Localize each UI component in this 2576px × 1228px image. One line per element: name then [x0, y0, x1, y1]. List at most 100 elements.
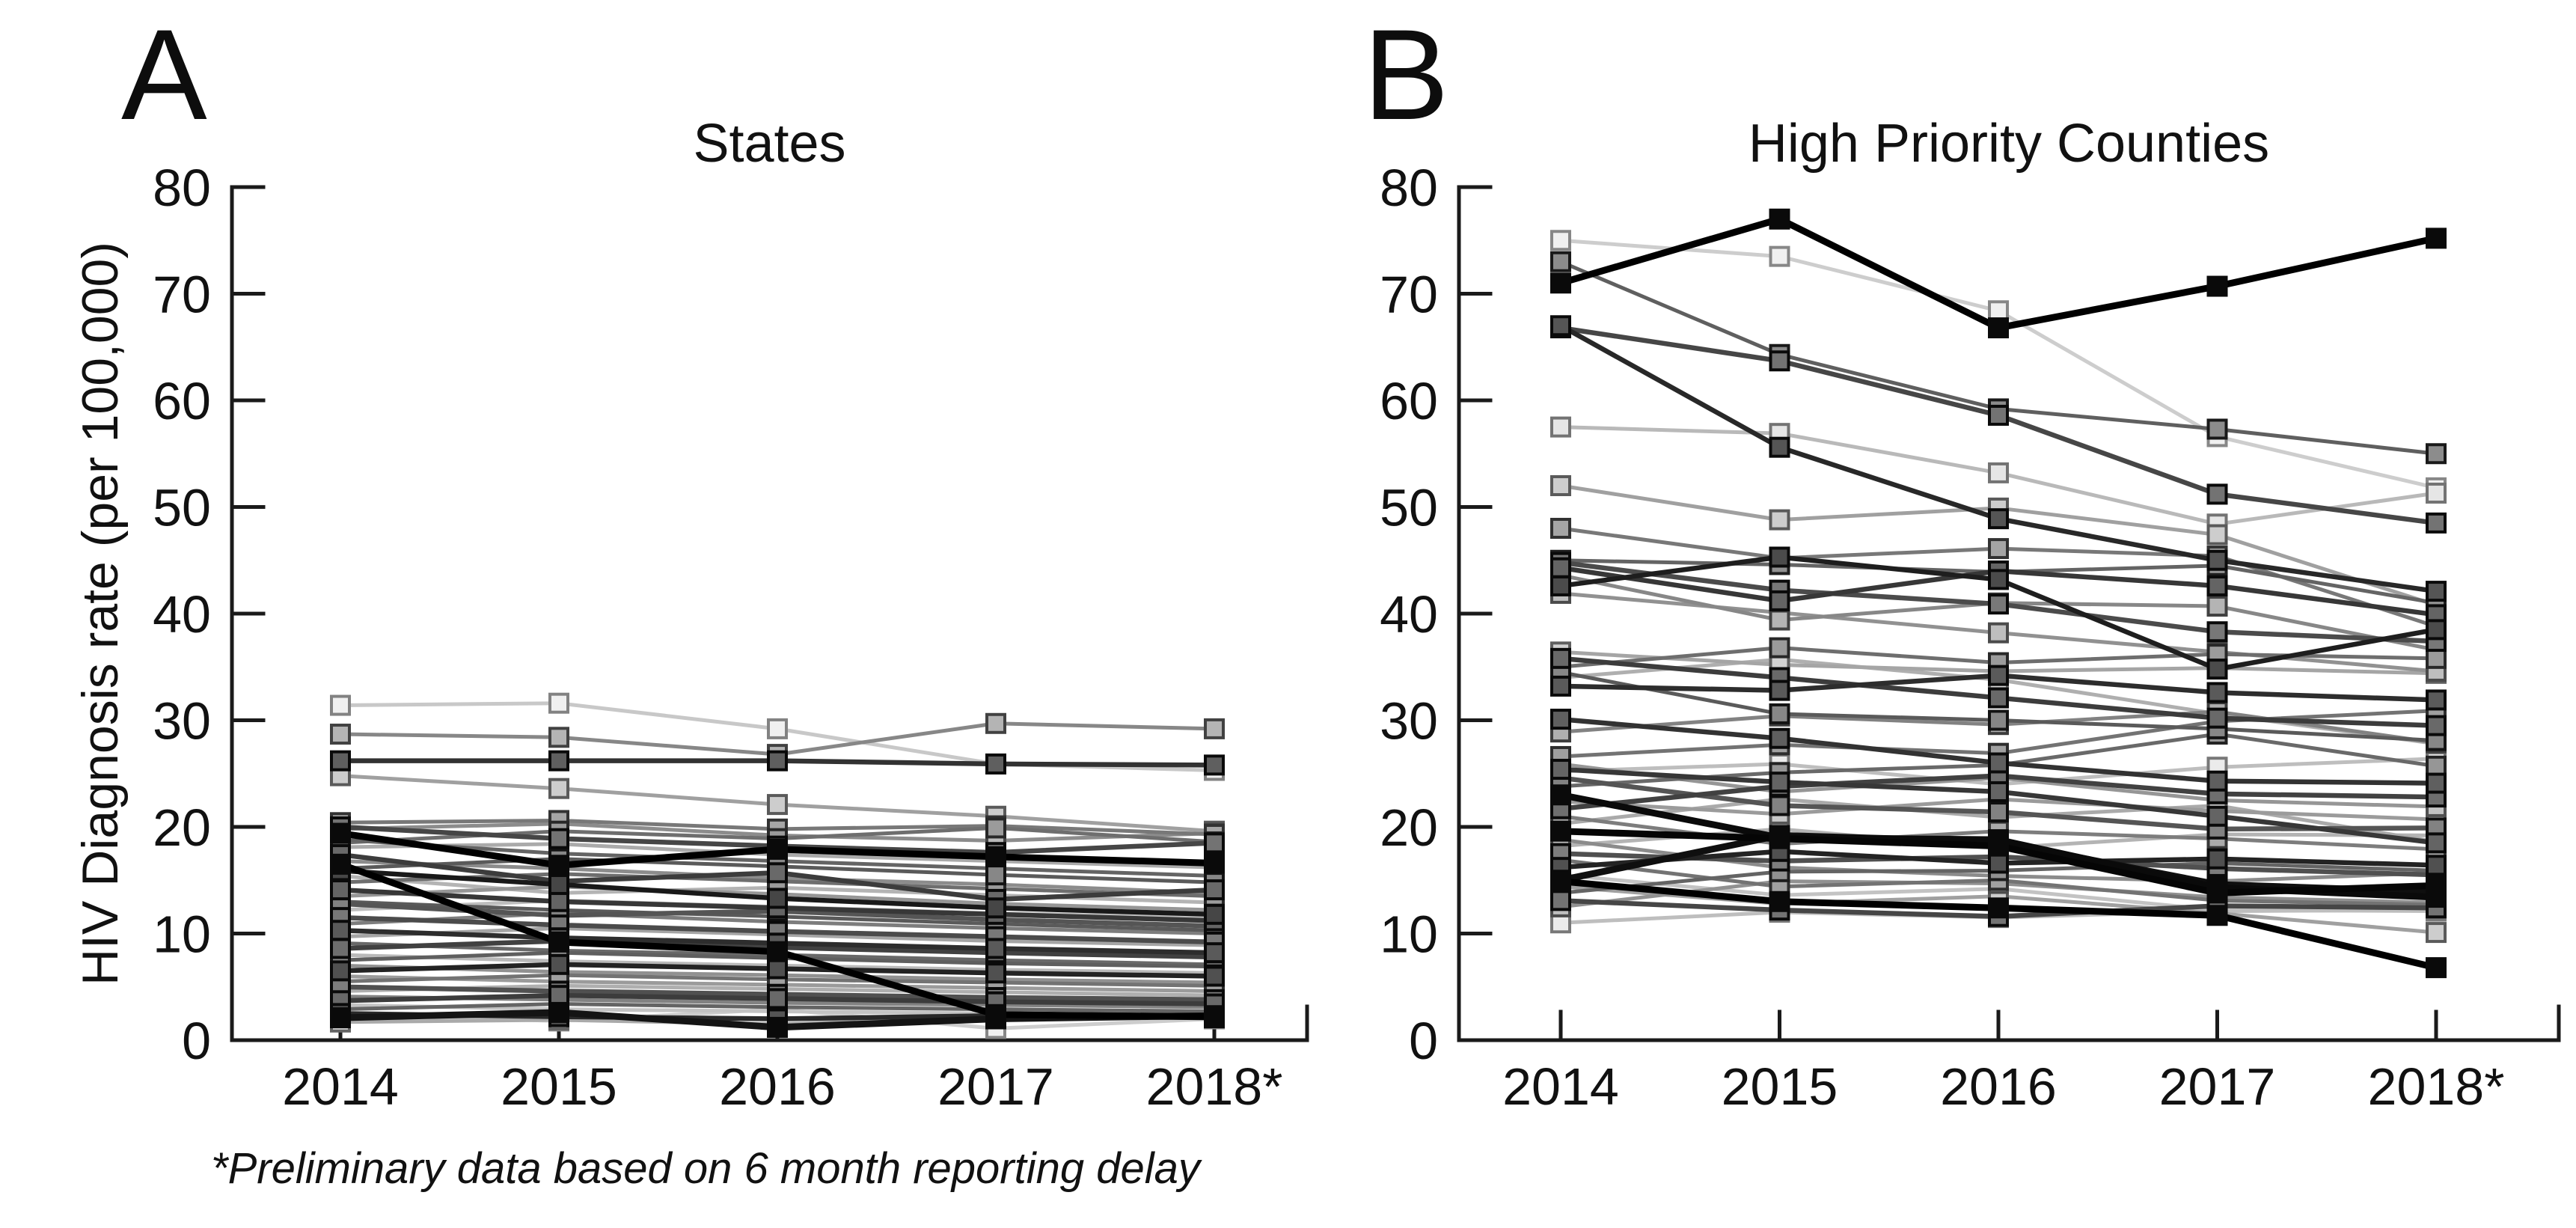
series-marker — [1204, 942, 1225, 964]
series-marker — [1550, 709, 1571, 730]
panel-b-plot: 0 10 20 30 40 50 60 70 80 2014 2015 2016 2017 2018* — [1380, 159, 2561, 1116]
x-tick-label: 2014 — [1502, 1057, 1619, 1116]
series-marker — [330, 694, 351, 716]
series-marker — [548, 692, 569, 714]
series-marker — [1550, 230, 1571, 251]
y-tick-label: 70 — [153, 266, 211, 324]
series-marker — [1550, 675, 1571, 697]
series-marker — [767, 988, 788, 1009]
series-marker — [1550, 647, 1571, 669]
y-tick-label: 80 — [1380, 159, 1438, 217]
series-marker — [1988, 852, 2009, 874]
series-marker — [985, 846, 1006, 867]
series-marker — [1988, 593, 2009, 615]
panel-b-title: High Priority Counties — [1748, 114, 2270, 174]
series-marker — [2426, 689, 2447, 711]
series-marker — [767, 958, 788, 980]
series-marker — [1204, 852, 1225, 874]
series-marker — [548, 931, 569, 953]
series-marker — [985, 1004, 1006, 1025]
y-tick-label: 0 — [1409, 1012, 1438, 1070]
series-marker — [2206, 659, 2228, 680]
series-marker — [1988, 801, 2009, 823]
series-marker — [1988, 508, 2009, 530]
series-marker — [1550, 518, 1571, 539]
series-marker — [1550, 759, 1571, 781]
series-marker — [1204, 1006, 1225, 1027]
series-marker — [767, 941, 788, 962]
series-marker — [1769, 609, 1790, 631]
series-marker — [1769, 590, 1790, 611]
series-marker — [767, 718, 788, 739]
series-marker — [767, 838, 788, 860]
series-marker — [2206, 483, 2228, 505]
series-marker — [985, 864, 1006, 886]
series-marker — [985, 753, 1006, 775]
series-marker — [1988, 622, 2009, 644]
x-tick-label: 2015 — [1722, 1057, 1838, 1116]
series-marker — [548, 953, 569, 975]
series-marker — [2426, 922, 2447, 944]
series-marker — [1550, 315, 1571, 337]
series-marker — [1204, 832, 1225, 854]
series-marker — [985, 962, 1006, 984]
series-marker — [1550, 475, 1571, 496]
series-marker — [2426, 715, 2447, 736]
series-marker — [1769, 703, 1790, 724]
panel-a-plot: 0 10 20 30 40 50 60 70 80 2014 2015 2016 2017 2018* — [153, 159, 1309, 1116]
series-marker — [1769, 891, 1790, 912]
series-marker — [1988, 300, 2009, 322]
series-marker — [2426, 647, 2447, 669]
series-marker — [1204, 754, 1225, 776]
y-tick-label: 60 — [153, 372, 211, 430]
series-marker — [1204, 879, 1225, 901]
x-tick-label: 2017 — [937, 1057, 1054, 1116]
y-tick-label: 0 — [182, 1012, 211, 1070]
series-marker — [548, 727, 569, 748]
series-marker — [548, 985, 569, 1006]
series-marker — [767, 794, 788, 816]
series-marker — [330, 938, 351, 959]
series-marker — [1988, 404, 2009, 426]
series-marker — [548, 1001, 569, 1023]
series-marker — [1550, 272, 1571, 294]
series-marker — [985, 897, 1006, 919]
series-marker — [1988, 462, 2009, 483]
series-marker — [2426, 855, 2447, 876]
series-marker — [1988, 897, 2009, 919]
series-marker — [1988, 317, 2009, 339]
series-marker — [330, 724, 351, 745]
series-marker — [1988, 781, 2009, 802]
x-tick-label: 2016 — [719, 1057, 836, 1116]
x-tick-label: 2018* — [1146, 1057, 1283, 1116]
series-marker — [1550, 416, 1571, 438]
x-tick-label: 2014 — [282, 1057, 399, 1116]
series-marker — [767, 1016, 788, 1038]
x-tick-label: 2018* — [2368, 1057, 2505, 1116]
series-marker — [1769, 509, 1790, 531]
series-marker — [2206, 596, 2228, 617]
series-marker — [1988, 709, 2009, 731]
series-marker — [1769, 436, 1790, 458]
series-marker — [2426, 957, 2447, 979]
y-tick-label: 20 — [1380, 798, 1438, 857]
series-marker — [548, 891, 569, 912]
series-marker — [330, 822, 351, 844]
series-marker — [1204, 718, 1225, 739]
series-marker — [2426, 581, 2447, 602]
x-tick-label: 2016 — [1940, 1057, 2057, 1116]
series-marker — [2206, 882, 2228, 904]
series-marker — [1769, 795, 1790, 816]
y-tick-label: 40 — [1380, 585, 1438, 644]
footnote: *Preliminary data based on 6 month repor… — [211, 1144, 1200, 1193]
series-marker — [2206, 275, 2228, 297]
series-marker — [1204, 903, 1225, 925]
y-tick-label: 10 — [1380, 905, 1438, 964]
series-marker — [1550, 575, 1571, 596]
series-marker — [2206, 805, 2228, 827]
series-marker — [1988, 665, 2009, 686]
series-marker — [330, 960, 351, 982]
series-marker — [1988, 752, 2009, 774]
